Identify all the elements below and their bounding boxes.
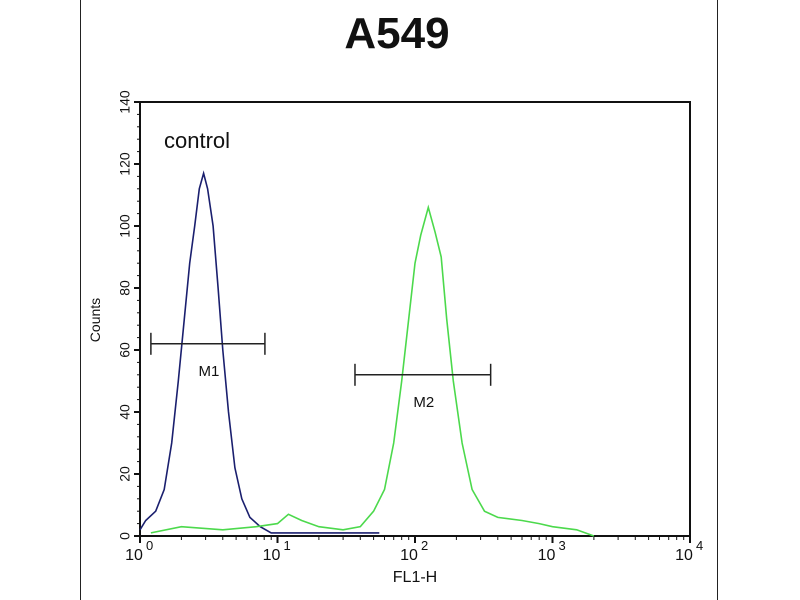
control-label: control <box>164 128 230 153</box>
chart-title: A549 <box>344 9 449 58</box>
x-tick-label: 10 <box>263 547 281 564</box>
x-axis-label: FL1-H <box>393 569 437 586</box>
x-tick-label: 10 <box>538 547 556 564</box>
x-tick-exponent: 0 <box>146 538 153 553</box>
x-tick-exponent: 1 <box>284 538 291 553</box>
x-tick-exponent: 4 <box>696 538 703 553</box>
y-tick-label: 140 <box>117 90 133 114</box>
y-tick-label: 80 <box>117 280 133 296</box>
x-tick-label: 10 <box>400 547 418 564</box>
y-tick-label: 0 <box>117 532 133 540</box>
x-tick-label: 10 <box>125 547 143 564</box>
plot-area <box>139 101 691 537</box>
x-tick-exponent: 3 <box>559 538 566 553</box>
control-histogram <box>139 170 380 534</box>
x-tick-label: 10 <box>675 547 693 564</box>
image-frame <box>80 0 718 600</box>
y-tick-label: 120 <box>117 152 133 176</box>
y-axis-label: Counts <box>87 298 103 342</box>
y-tick-label: 20 <box>117 466 133 482</box>
sample-histogram <box>150 204 595 537</box>
marker-label: M1 <box>198 363 219 380</box>
y-tick-label: 40 <box>117 404 133 420</box>
y-tick-label: 60 <box>117 342 133 358</box>
x-tick-exponent: 2 <box>421 538 428 553</box>
y-tick-label: 100 <box>117 214 133 238</box>
marker-label: M2 <box>413 394 434 411</box>
